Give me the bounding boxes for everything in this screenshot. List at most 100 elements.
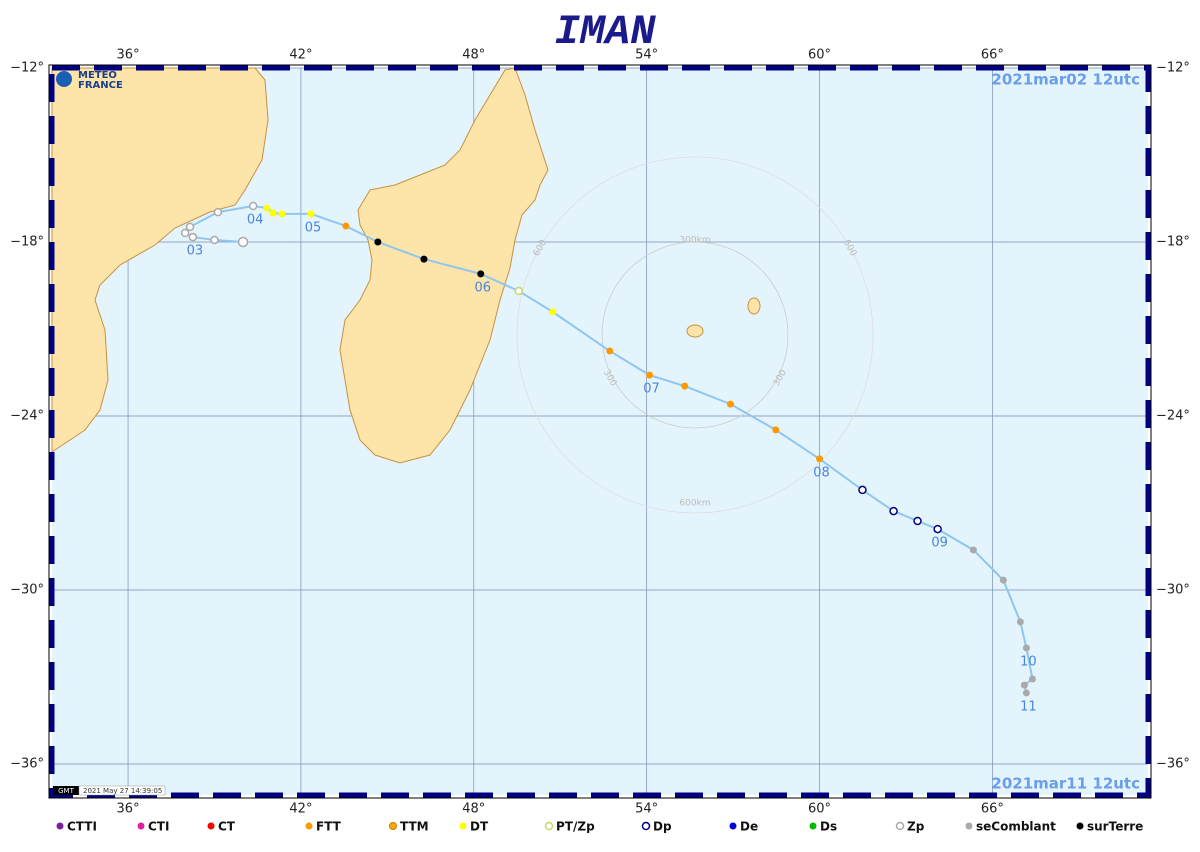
logo-text: METEO (78, 70, 117, 81)
day-label: 06 (474, 280, 491, 295)
track-point (213, 207, 223, 217)
logo-icon (56, 71, 72, 87)
start-date: 2021mar02 12utc (991, 71, 1140, 89)
track-point (420, 255, 428, 263)
day-label: 11 (1020, 699, 1037, 714)
track-point (307, 210, 315, 218)
range-circle (601, 241, 789, 429)
timestamp: 2021 May 27 14:39:05 (83, 787, 162, 795)
map-border (48, 64, 1152, 799)
legend-label: surTerre (1087, 820, 1143, 834)
legend-marker (895, 821, 905, 831)
track-point (342, 222, 350, 230)
track-point (969, 546, 977, 554)
legend-label: TTM (400, 820, 429, 834)
lat-tick-label: −30° (1156, 582, 1190, 597)
track-point (514, 286, 524, 296)
legend-marker (459, 822, 467, 830)
track-point (772, 426, 780, 434)
track-line (183, 205, 1034, 694)
lon-tick-label: 48° (462, 48, 485, 63)
mauritius (747, 297, 761, 315)
track-point (1020, 681, 1028, 689)
range-label: 600km (679, 499, 710, 509)
track-point (889, 506, 898, 516)
lat-tick-label: −18° (10, 234, 44, 249)
track-point (185, 222, 195, 232)
lon-tick-label: 60° (808, 48, 831, 63)
legend-label: DT (470, 820, 489, 834)
legend-marker (1076, 822, 1084, 830)
legend-label: PT/Zp (556, 820, 595, 834)
lon-tick-label: 48° (462, 802, 485, 817)
lon-tick-label: 54° (635, 802, 658, 817)
track-point (933, 524, 942, 534)
track-point (248, 201, 258, 211)
timestamp-tag: GMT (58, 787, 74, 795)
legend-marker (544, 821, 554, 831)
legend-label: De (740, 820, 758, 834)
reunion (686, 324, 704, 338)
legend-marker (305, 822, 313, 830)
track-point (278, 210, 286, 218)
track-point (374, 238, 382, 246)
track-point (269, 209, 277, 217)
day-label: 07 (643, 382, 660, 397)
legend-label: Dp (653, 820, 672, 834)
track-point (1016, 618, 1024, 626)
track-point (606, 347, 614, 355)
legend-marker (641, 821, 651, 831)
lat-tick-label: −36° (10, 756, 44, 771)
lat-tick-label: −12° (10, 61, 44, 76)
lon-tick-label: 42° (289, 48, 312, 63)
timestamp-box (78, 785, 166, 796)
track-point (180, 228, 190, 238)
track-point (1022, 689, 1030, 697)
track-point (549, 308, 557, 316)
legend-marker (137, 822, 145, 830)
range-circle (516, 156, 874, 514)
lon-tick-label: 42° (289, 802, 312, 817)
legend-marker (207, 822, 215, 830)
day-label: 08 (813, 465, 830, 480)
track-point (816, 455, 824, 463)
track-point (681, 382, 689, 390)
timestamp-tag-box (53, 786, 79, 795)
track-point (188, 232, 198, 242)
track-point (1022, 644, 1030, 652)
legend-label: FTT (316, 820, 342, 834)
legend-label: Zp (907, 820, 925, 834)
track-point (210, 235, 219, 245)
day-label: 04 (247, 213, 264, 228)
legend-label: CTTI (67, 820, 97, 834)
legend-label: CT (218, 820, 236, 834)
track-point (646, 371, 654, 379)
track-point (999, 576, 1007, 584)
lat-tick-label: −12° (1156, 61, 1190, 76)
legend-marker (729, 822, 737, 830)
lon-tick-label: 36° (117, 48, 140, 63)
legend-label: Ds (820, 820, 837, 834)
track-point (1028, 675, 1036, 683)
title: IMAN (555, 8, 657, 56)
track-point (727, 400, 735, 408)
legend-label: seComblant (976, 820, 1056, 834)
lat-tick-label: −18° (1156, 234, 1190, 249)
track-point (477, 270, 485, 278)
lat-tick-label: −24° (1156, 408, 1190, 423)
day-label: 09 (931, 536, 948, 551)
lon-tick-label: 54° (635, 48, 658, 63)
day-label: 10 (1020, 654, 1037, 669)
legend-marker (56, 822, 64, 830)
lon-tick-label: 36° (117, 802, 140, 817)
lat-tick-label: −30° (10, 582, 44, 597)
track-point (913, 516, 922, 526)
track-point (858, 485, 867, 495)
range-label: 300km (679, 236, 710, 246)
track-point (237, 236, 249, 248)
map-frame (49, 65, 1151, 798)
africa (51, 67, 269, 453)
lon-tick-label: 60° (808, 802, 831, 817)
lon-tick-label: 66° (981, 802, 1004, 817)
